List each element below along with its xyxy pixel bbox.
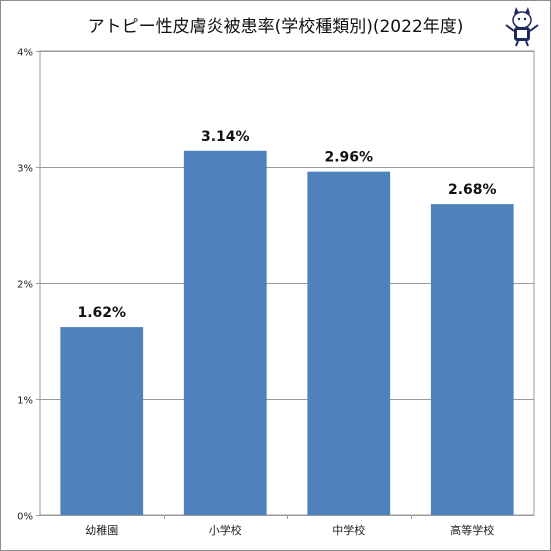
chart-title: アトピー性皮膚炎被患率(学校種類別)(2022年度) [87,17,464,37]
bar [307,171,391,515]
data-label: 2.96% [324,150,373,166]
bar [60,327,144,515]
x-tick-label: 小学校 [209,523,242,537]
y-tick-label: 2% [17,280,33,291]
y-tick-label: 3% [17,164,33,175]
bar [430,204,514,515]
x-tick-label: 高等学校 [450,523,494,537]
cat-mascot-icon [505,7,539,47]
data-label: 1.62% [77,305,126,321]
data-label: 2.68% [448,182,497,198]
y-tick-label: 1% [17,396,33,407]
x-tick-label: 幼稚園 [85,524,118,537]
y-tick-label: 4% [17,48,33,59]
y-tick-label: 0% [17,512,33,523]
x-tick-label: 中学校 [332,523,365,537]
bar [183,150,267,515]
data-label: 3.14% [201,129,250,145]
